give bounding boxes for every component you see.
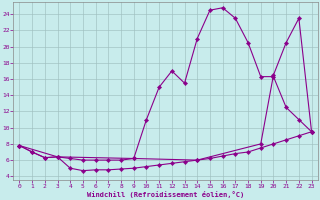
X-axis label: Windchill (Refroidissement éolien,°C): Windchill (Refroidissement éolien,°C)	[87, 191, 244, 198]
